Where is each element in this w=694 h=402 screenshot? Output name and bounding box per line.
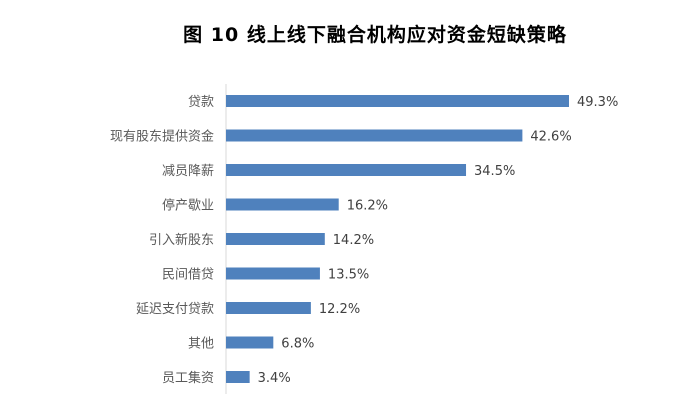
bar: [226, 95, 569, 107]
data-label: 6.8%: [281, 337, 314, 352]
category-label: 延迟支付贷款: [136, 302, 214, 317]
data-label: 49.3%: [577, 95, 618, 110]
bar: [226, 302, 311, 314]
data-label: 14.2%: [333, 233, 374, 248]
data-label: 16.2%: [347, 199, 388, 214]
data-label: 13.5%: [328, 268, 369, 283]
category-label: 其他: [188, 337, 214, 352]
category-label: 民间借贷: [162, 268, 214, 283]
bar: [226, 129, 523, 142]
category-label: 停产歇业: [162, 198, 214, 214]
chart-title: 图 10 线上线下融合机构应对资金短缺策略: [183, 24, 567, 46]
bar: [226, 267, 320, 280]
data-label: 3.4%: [258, 371, 291, 386]
category-label: 贷款: [188, 95, 214, 110]
category-label: 减员降薪: [162, 164, 214, 179]
data-label: 34.5%: [474, 164, 515, 179]
bar: [226, 336, 274, 349]
category-label: 现有股东提供资金: [110, 129, 214, 145]
bar: [226, 164, 467, 176]
bar: [226, 371, 250, 383]
category-label: 员工集资: [162, 370, 214, 386]
bar: [226, 198, 339, 211]
data-label: 12.2%: [319, 302, 360, 317]
bar: [226, 233, 325, 245]
category-label: 引入新股东: [149, 232, 214, 248]
data-label: 42.6%: [530, 130, 571, 145]
